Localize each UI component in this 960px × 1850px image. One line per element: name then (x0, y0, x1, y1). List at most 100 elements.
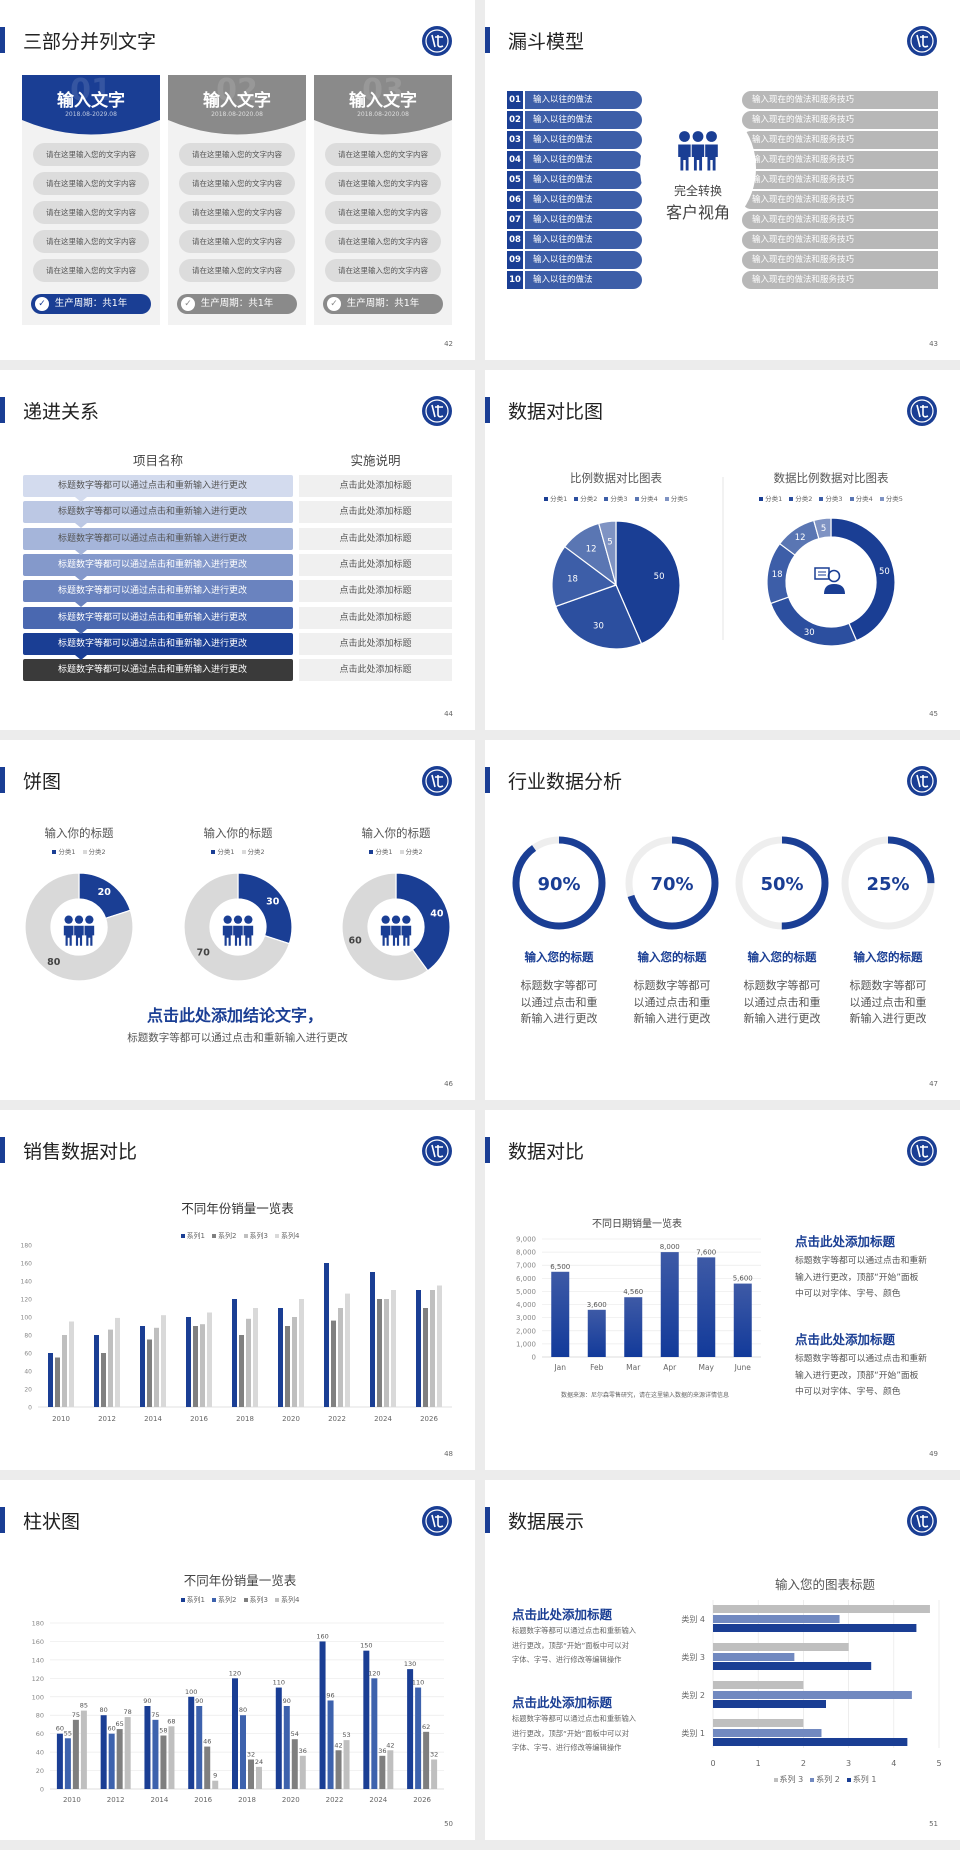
page-number: 44 (444, 710, 453, 718)
step-description[interactable]: 点击此处添加标题 (299, 501, 452, 524)
slide-title: 饼图 (23, 771, 62, 793)
card-header (168, 75, 306, 135)
step-number: 03 (507, 131, 523, 149)
chart-title: 输入您的图表标题 (774, 1577, 875, 1592)
title-accent-bar (485, 1137, 490, 1163)
past-practice-item[interactable]: 输入以往的做法 (525, 191, 642, 209)
step-description[interactable]: 点击此处添加标题 (299, 475, 452, 497)
legend-swatch (544, 497, 549, 501)
current-practice-item[interactable]: 输入现在的做法和服务技巧 (742, 271, 938, 289)
x-tick-label: 2012 (107, 1796, 125, 1804)
x-tick-label: 2014 (151, 1796, 169, 1804)
center-line1: 完全转换 (673, 184, 722, 198)
current-practice-item[interactable]: 输入现在的做法和服务技巧 (742, 151, 938, 169)
text-pill[interactable]: 请在这里输入您的文字内容 (325, 230, 441, 253)
bar (423, 1308, 428, 1407)
past-practice-item[interactable]: 输入以往的做法 (525, 131, 642, 149)
progress-step[interactable]: 标题数字等都可以通过点击和重新输入进行更改 (23, 553, 293, 576)
current-practice-item[interactable]: 输入现在的做法和服务技巧 (742, 91, 938, 109)
step-description[interactable]: 点击此处添加标题 (299, 553, 452, 576)
data-label: 3,600 (587, 1301, 607, 1309)
y-tick-label: 类别 2 (681, 1690, 705, 1700)
data-label: 100 (185, 1688, 197, 1696)
current-practice-item[interactable]: 输入现在的做法和服务技巧 (742, 131, 938, 149)
text-pill[interactable]: 请在这里输入您的文字内容 (179, 201, 295, 224)
legend-swatch (180, 1598, 185, 1602)
text-pill[interactable]: 请在这里输入您的文字内容 (33, 230, 149, 253)
past-practice-item[interactable]: 输入以往的做法 (525, 231, 642, 249)
text-pill[interactable]: 请在这里输入您的文字内容 (179, 143, 295, 166)
progress-step[interactable]: 标题数字等都可以通过点击和重新输入进行更改 (23, 632, 293, 655)
step-description[interactable]: 点击此处添加标题 (299, 659, 452, 682)
text-pill[interactable]: 请在这里输入您的文字内容 (179, 172, 295, 195)
text-pill[interactable]: 请在这里输入您的文字内容 (179, 230, 295, 253)
progress-step[interactable]: 标题数字等都可以通过点击和重新输入进行更改 (23, 527, 293, 550)
step-description[interactable]: 点击此处添加标题 (299, 606, 452, 629)
past-practice-item[interactable]: 输入以往的做法 (525, 111, 642, 129)
progress-step[interactable]: 标题数字等都可以通过点击和重新输入进行更改 (23, 475, 293, 497)
column-card: 03 输入文字 2018.08-2020.08 请在这里输入您的文字内容 请在这里输入您… (314, 73, 452, 325)
current-practice-item[interactable]: 输入现在的做法和服务技巧 (742, 191, 938, 209)
y-tick-label: 6,000 (516, 1275, 536, 1283)
text-pill[interactable]: 请在这里输入您的文字内容 (179, 259, 295, 282)
column-header-name: 项目名称 (132, 453, 183, 468)
current-practice-item[interactable]: 输入现在的做法和服务技巧 (742, 211, 938, 229)
slide-44: 递进关系 44 项目名称 实施说明 标题数字等都可以通过点击和重新输入进行更改 点击此处添… (0, 370, 475, 730)
past-practice-item[interactable]: 输入以往的做法 (525, 211, 642, 229)
text-pill[interactable]: 请在这里输入您的文字内容 (325, 201, 441, 224)
slice-label: 12 (586, 545, 597, 555)
text-pill[interactable]: 请在这里输入您的文字内容 (33, 172, 149, 195)
current-practice-item[interactable]: 输入现在的做法和服务技巧 (742, 111, 938, 129)
text-pill[interactable]: 请在这里输入您的文字内容 (325, 143, 441, 166)
step-description[interactable]: 点击此处添加标题 (299, 632, 452, 655)
bar (154, 1327, 159, 1407)
data-label: 32 (247, 1750, 255, 1758)
bar (116, 1729, 123, 1789)
step-description[interactable]: 点击此处添加标题 (299, 580, 452, 603)
current-practice-item[interactable]: 输入现在的做法和服务技巧 (742, 231, 938, 249)
progress-step[interactable]: 标题数字等都可以通过点击和重新输入进行更改 (23, 501, 293, 524)
y-tick-label: 160 (32, 1638, 44, 1646)
past-practice-item[interactable]: 输入以往的做法 (525, 171, 642, 189)
block-body: 中可以对字体、字号、颜色 (795, 1289, 901, 1300)
data-label: 42 (334, 1741, 342, 1749)
progress-step[interactable]: 标题数字等都可以通过点击和重新输入进行更改 (23, 659, 293, 682)
step-arrow (75, 628, 87, 634)
progress-step[interactable]: 标题数字等都可以通过点击和重新输入进行更改 (23, 606, 293, 629)
data-label: 24 (255, 1758, 263, 1766)
logo-ring (910, 399, 934, 423)
legend-item: 分类2 (789, 493, 812, 503)
past-practice-item[interactable]: 输入以往的做法 (525, 91, 642, 109)
progress-step[interactable]: 标题数字等都可以通过点击和重新输入进行更改 (23, 580, 293, 603)
legend-label: 系列 1 (852, 1775, 877, 1784)
person-body (704, 143, 719, 172)
legend-swatch (810, 1777, 815, 1782)
chart-title: 不同年份销量一览表 (183, 1573, 297, 1588)
y-tick-label: 40 (24, 1369, 32, 1376)
text-pill[interactable]: 请在这里输入您的文字内容 (33, 259, 149, 282)
data-label: 120 (368, 1669, 380, 1677)
past-practice-item[interactable]: 输入以往的做法 (525, 271, 642, 289)
step-description[interactable]: 点击此处添加标题 (299, 527, 452, 550)
bar (246, 1318, 251, 1407)
text-pill[interactable]: 请在这里输入您的文字内容 (325, 259, 441, 282)
item-description: 新输入进行更改 (743, 1012, 821, 1025)
data-label: 54 (291, 1730, 299, 1738)
bar (188, 1696, 195, 1789)
bar (212, 1780, 219, 1789)
current-practice-item[interactable]: 输入现在的做法和服务技巧 (742, 251, 938, 269)
legend-swatch (274, 1598, 279, 1602)
text-pill[interactable]: 请在这里输入您的文字内容 (33, 201, 149, 224)
y-tick-label: 40 (36, 1749, 44, 1757)
past-practice-item[interactable]: 输入以往的做法 (525, 251, 642, 269)
title-accent-bar (485, 1507, 490, 1533)
bar (415, 1687, 422, 1789)
text-pill[interactable]: 请在这里输入您的文字内容 (325, 172, 441, 195)
bar (624, 1297, 643, 1357)
bar (733, 1283, 752, 1357)
bar (551, 1271, 570, 1357)
text-pill[interactable]: 请在这里输入您的文字内容 (33, 143, 149, 166)
legend-item: 系列 3 (773, 1774, 803, 1785)
past-practice-item[interactable]: 输入以往的做法 (525, 151, 642, 169)
current-practice-item[interactable]: 输入现在的做法和服务技巧 (742, 171, 938, 189)
